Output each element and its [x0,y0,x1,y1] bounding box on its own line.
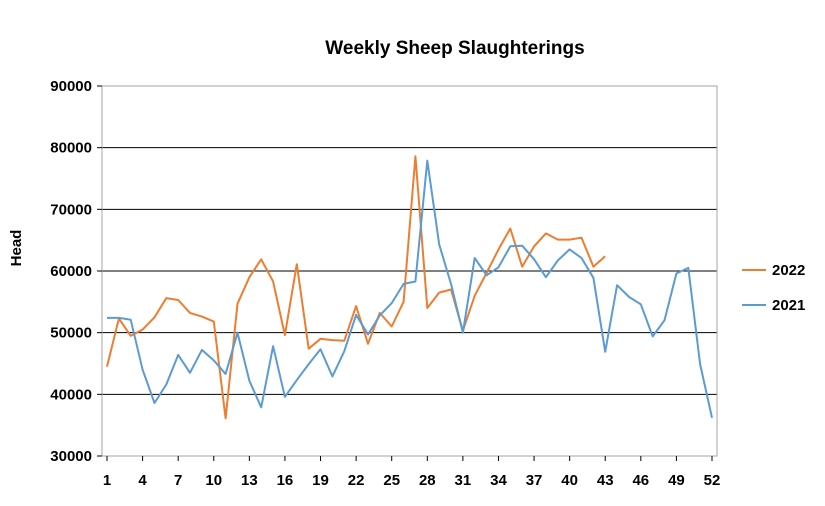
x-tick-label: 4 [138,472,147,489]
series-lines [106,155,713,420]
legend-label-2021: 2021 [772,297,805,314]
x-tick-label: 46 [632,472,649,489]
x-tick-label: 13 [241,472,258,489]
x-axis-ticks: 1 4 7 10 13 16 19 22 25 28 31 34 37 40 43 46 49 52 [103,456,721,489]
y-axis-ticks: 30000 40000 50000 60000 70000 80000 90000 [50,78,102,465]
y-tick-label: 70000 [50,201,92,218]
y-axis-label: Head [8,230,25,267]
x-tick-label: 10 [205,472,222,489]
x-tick-label: 16 [277,472,294,489]
legend: 2022 2021 [742,262,805,314]
x-tick-label: 37 [526,472,543,489]
y-tick-label: 60000 [50,263,92,280]
y-tick-label: 40000 [50,386,92,403]
y-tick-label: 80000 [50,140,92,157]
gridlines [102,85,717,457]
x-tick-label: 31 [455,472,472,489]
x-tick-label: 7 [174,472,182,489]
series-line-2021 [107,159,713,419]
x-tick-label: 34 [490,472,507,489]
y-tick-label: 50000 [50,325,92,342]
x-tick-label: 25 [383,472,400,489]
x-tick-label: 22 [348,472,365,489]
y-tick-label: 90000 [50,78,92,95]
series-line-2022 [106,155,606,420]
y-tick-label: 30000 [50,448,92,465]
x-tick-label: 49 [668,472,685,489]
x-tick-label: 52 [704,472,721,489]
x-tick-label: 43 [597,472,614,489]
chart-title: Weekly Sheep Slaughterings [325,38,584,59]
x-tick-label: 1 [103,472,111,489]
x-tick-label: 28 [419,472,436,489]
x-tick-label: 19 [312,472,329,489]
x-tick-label: 40 [561,472,578,489]
legend-label-2022: 2022 [772,262,805,279]
